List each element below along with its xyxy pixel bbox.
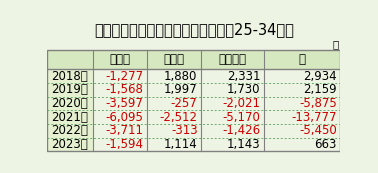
Text: -5,170: -5,170 xyxy=(223,111,260,124)
Bar xyxy=(147,110,201,124)
Text: 1,114: 1,114 xyxy=(164,138,198,151)
Text: 1,143: 1,143 xyxy=(227,138,260,151)
Bar xyxy=(93,83,147,97)
Text: 2021年: 2021年 xyxy=(51,111,88,124)
Text: -3,597: -3,597 xyxy=(105,97,143,110)
Bar xyxy=(147,50,201,69)
Bar xyxy=(264,50,340,69)
Text: -1,426: -1,426 xyxy=(222,124,260,137)
Text: -5,875: -5,875 xyxy=(299,97,337,110)
Bar xyxy=(147,97,201,110)
Bar xyxy=(201,83,264,97)
Text: 2022年: 2022年 xyxy=(51,124,88,137)
Bar xyxy=(264,83,340,97)
Text: -1,594: -1,594 xyxy=(105,138,143,151)
Text: 2020年: 2020年 xyxy=(51,97,88,110)
Bar xyxy=(93,69,147,83)
Text: 千葉県: 千葉県 xyxy=(163,53,184,66)
Text: 計: 計 xyxy=(299,53,306,66)
Text: 1,880: 1,880 xyxy=(164,70,198,83)
Text: 2018年: 2018年 xyxy=(51,70,88,83)
Text: -3,711: -3,711 xyxy=(105,124,143,137)
Text: 神奈川県: 神奈川県 xyxy=(218,53,246,66)
Text: 2023年: 2023年 xyxy=(51,138,88,151)
Bar xyxy=(264,110,340,124)
Bar xyxy=(93,97,147,110)
Text: -13,777: -13,777 xyxy=(291,111,337,124)
Text: -2,021: -2,021 xyxy=(223,97,260,110)
Bar xyxy=(47,124,93,138)
Text: 人: 人 xyxy=(333,39,339,49)
Text: 663: 663 xyxy=(314,138,337,151)
Text: 1,997: 1,997 xyxy=(164,83,198,96)
Text: 2019年: 2019年 xyxy=(51,83,88,96)
Bar xyxy=(47,97,93,110)
Bar xyxy=(93,50,147,69)
Bar xyxy=(264,124,340,138)
Bar xyxy=(93,110,147,124)
Bar xyxy=(201,50,264,69)
Bar xyxy=(47,50,93,69)
Text: -257: -257 xyxy=(171,97,198,110)
Bar xyxy=(47,110,93,124)
Bar xyxy=(147,83,201,97)
Text: -2,512: -2,512 xyxy=(160,111,198,124)
Bar xyxy=(264,97,340,110)
Text: -5,450: -5,450 xyxy=(299,124,337,137)
Text: 2,331: 2,331 xyxy=(227,70,260,83)
Bar xyxy=(201,97,264,110)
Bar xyxy=(47,138,93,151)
Bar xyxy=(93,124,147,138)
Text: -1,277: -1,277 xyxy=(105,70,143,83)
Bar xyxy=(201,138,264,151)
Text: 2,159: 2,159 xyxy=(303,83,337,96)
Bar xyxy=(47,69,93,83)
Bar xyxy=(147,124,201,138)
Text: 東京都の埼玉県等との純移動人口（25-34歳）: 東京都の埼玉県等との純移動人口（25-34歳） xyxy=(94,23,294,38)
Text: -1,568: -1,568 xyxy=(105,83,143,96)
Bar xyxy=(264,69,340,83)
Bar xyxy=(201,124,264,138)
Bar xyxy=(93,138,147,151)
Bar xyxy=(47,83,93,97)
Bar xyxy=(201,110,264,124)
Bar xyxy=(147,138,201,151)
Text: 1,730: 1,730 xyxy=(227,83,260,96)
Text: 埼玉県: 埼玉県 xyxy=(109,53,130,66)
Bar xyxy=(47,50,340,151)
Bar xyxy=(201,69,264,83)
Text: -6,095: -6,095 xyxy=(105,111,143,124)
Text: -313: -313 xyxy=(171,124,198,137)
Text: 2,934: 2,934 xyxy=(303,70,337,83)
Bar xyxy=(147,69,201,83)
Bar xyxy=(264,138,340,151)
